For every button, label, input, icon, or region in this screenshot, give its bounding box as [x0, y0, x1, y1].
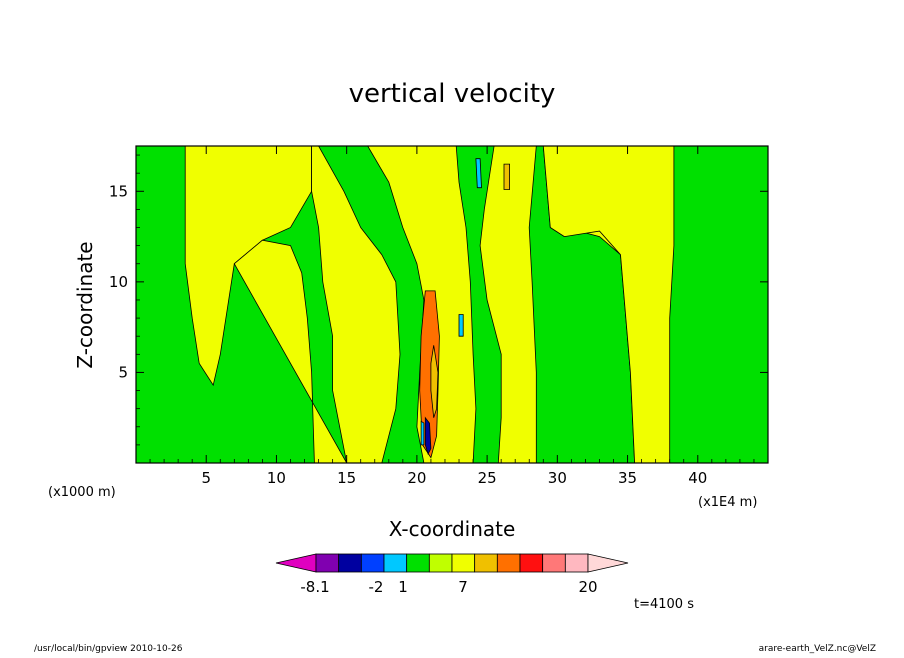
- time-label: t=4100 s: [634, 597, 694, 612]
- x-axis-label: X-coordinate: [389, 517, 516, 541]
- contour-region-downdraft-cell-b: [420, 420, 425, 446]
- footer-right: arare-earth_VelZ.nc@VelZ: [759, 644, 876, 654]
- colorbar-label: -2: [369, 578, 384, 596]
- x-tick-label-25: 25: [478, 469, 497, 487]
- colorbar-swatch: [519, 553, 544, 573]
- x-tick-label-20: 20: [407, 469, 426, 487]
- contour-region-lower-left-band: [233, 146, 401, 463]
- x-tick-label-5: 5: [201, 469, 211, 487]
- contour-region-upper-cell-orange: [503, 163, 511, 190]
- x-tick-label-10: 10: [267, 469, 286, 487]
- contour-region-updraft-core-inner: [430, 345, 439, 418]
- colorbar-label: 7: [458, 578, 468, 596]
- colorbar-label: 20: [578, 578, 597, 596]
- colorbar-swatch: [360, 553, 385, 573]
- y-axis-label: Z-coordinate: [73, 241, 97, 368]
- colorbar-swatch: [428, 553, 453, 573]
- plot-frame: [135, 145, 769, 464]
- plot-area: [136, 146, 768, 463]
- colorbar-max-triangle: [587, 553, 629, 573]
- x-tick-label-30: 30: [548, 469, 567, 487]
- chart-title: vertical velocity: [349, 79, 556, 109]
- contour-region-upper-cell-cyan: [475, 158, 482, 189]
- colorbar-min-triangle: [275, 553, 317, 573]
- contour-region-central-updraft-envelope: [367, 146, 477, 463]
- colorbar-swatch: [338, 553, 362, 573]
- colorbar-swatch: [451, 553, 476, 573]
- contour-region-downdraft-cell-a: [424, 416, 432, 455]
- colorbar-swatch: [496, 553, 521, 573]
- x-scale-label: (x1E4 m): [698, 495, 757, 510]
- colorbar-swatch: [315, 553, 340, 573]
- contour-region-mid-cell-cyan: [458, 314, 464, 337]
- contour-region-right-band-1: [479, 146, 537, 463]
- colorbar-swatch: [542, 553, 566, 573]
- x-tick-label-40: 40: [688, 469, 707, 487]
- footer-left: /usr/local/bin/gpview 2010-10-26: [34, 644, 183, 654]
- y-tick-label-10: 10: [109, 273, 128, 291]
- x-tick-label-15: 15: [337, 469, 356, 487]
- colorbar-swatch: [564, 553, 589, 573]
- x-tick-label-35: 35: [618, 469, 637, 487]
- colorbar-swatch: [383, 553, 408, 573]
- colorbar-label: 1: [398, 578, 408, 596]
- y-tick-label-5: 5: [118, 363, 128, 381]
- colorbar-label: -8.1: [300, 578, 329, 596]
- colorbar-swatch: [406, 553, 430, 573]
- colorbar-swatch: [474, 553, 498, 573]
- contour-region-right-updraft-band: [542, 146, 675, 463]
- y-tick-label-15: 15: [109, 182, 128, 200]
- x-unit-label: (x1000 m): [48, 485, 116, 500]
- colorbar: [275, 553, 629, 573]
